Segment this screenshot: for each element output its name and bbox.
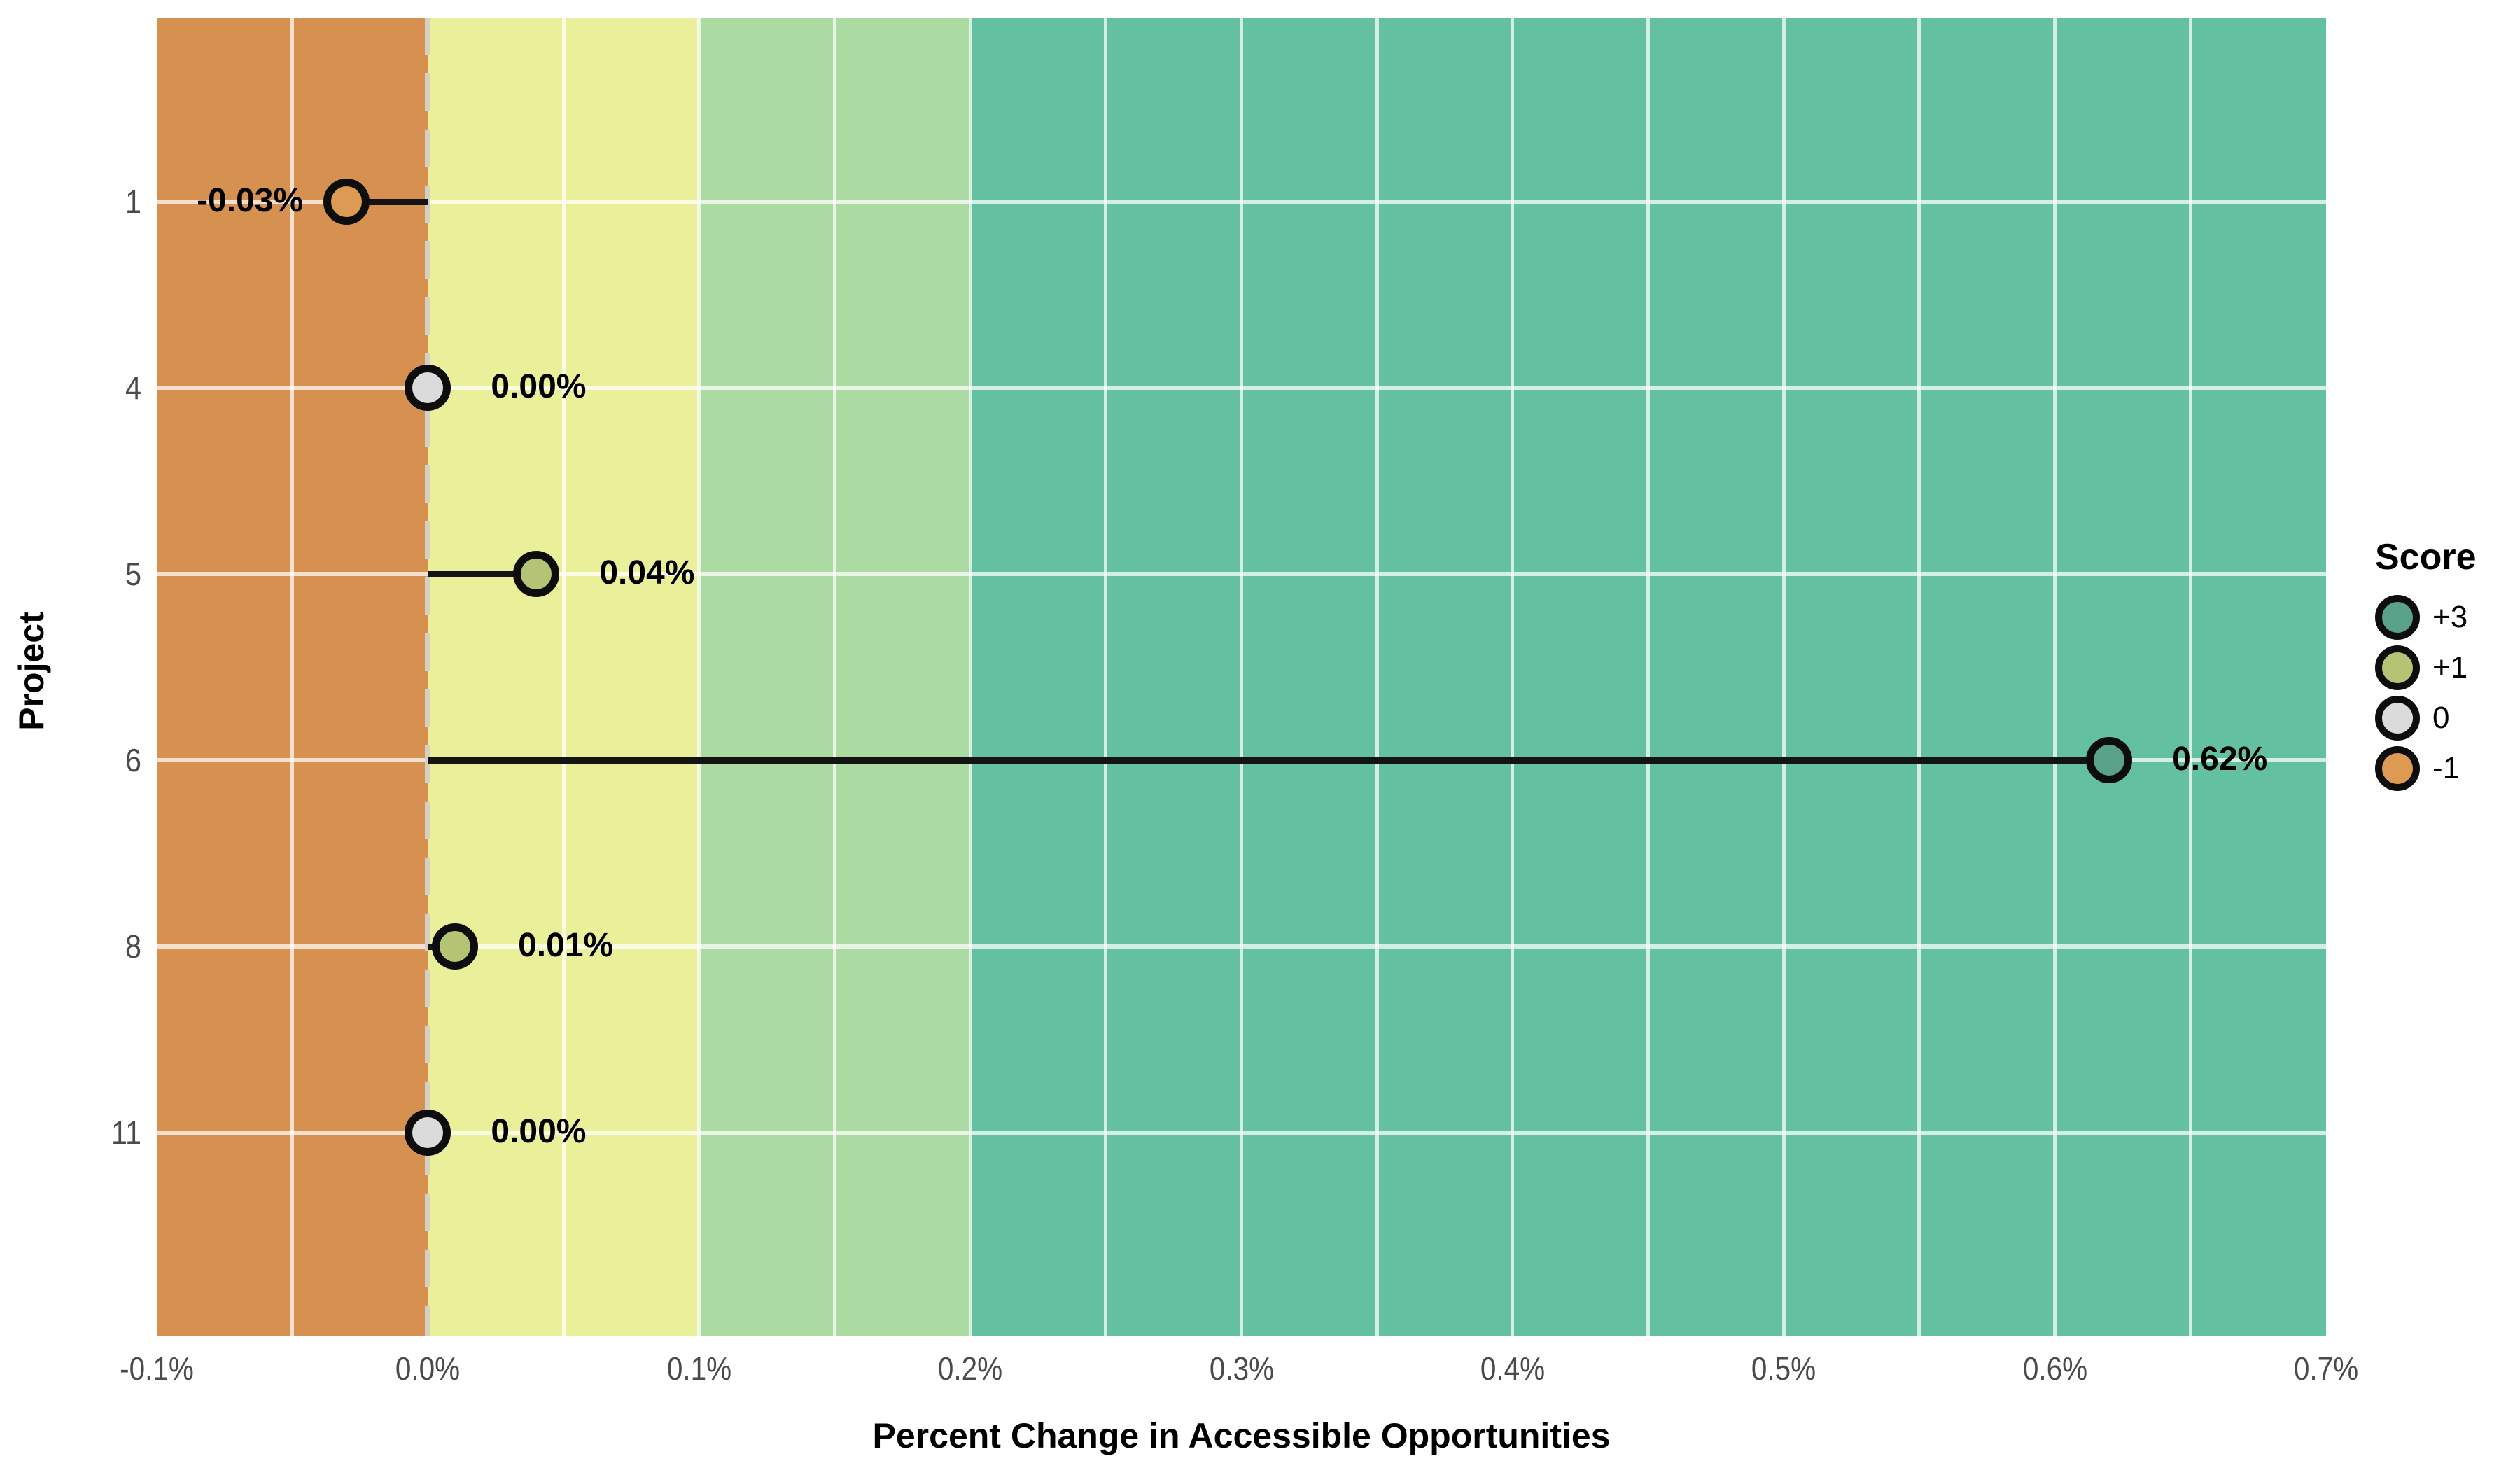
vertical-gridline <box>2188 18 2192 1336</box>
lollipop-dot-project-4 <box>405 365 451 411</box>
vertical-gridline <box>1511 18 1515 1336</box>
y-tick-label: 8 <box>125 928 141 965</box>
legend-swatch-0 <box>2375 696 2420 741</box>
value-label-project-11: 0.00% <box>491 1113 587 1150</box>
horizontal-gridline <box>157 572 2326 576</box>
lollipop-dot-project-5 <box>513 551 560 597</box>
legend-entry-label: 0 <box>2432 701 2450 735</box>
legend-entry--1: -1 <box>2375 746 2477 791</box>
legend-entry-label: +3 <box>2432 600 2468 634</box>
x-tick-label: 0.5% <box>1751 1350 1816 1387</box>
x-tick-label: 0.3% <box>1209 1350 1274 1387</box>
legend-swatch--1 <box>2375 746 2420 791</box>
value-label-project-6: 0.62% <box>2172 741 2268 778</box>
horizontal-gridline <box>157 1130 2326 1135</box>
lollipop-stem-project-1 <box>346 198 428 205</box>
legend-entry-0: 0 <box>2375 696 2477 741</box>
lollipop-stem-project-6 <box>428 757 2110 764</box>
legend-swatch-+3 <box>2375 595 2420 640</box>
legend-entry-label: -1 <box>2432 751 2460 785</box>
x-tick-label: 0.4% <box>1480 1350 1546 1387</box>
zero-reference-line <box>425 18 431 1336</box>
lollipop-dot-project-6 <box>2086 737 2133 783</box>
y-tick-label: 4 <box>125 370 141 406</box>
value-label-project-8: 0.01% <box>518 927 614 964</box>
horizontal-gridline <box>157 386 2326 390</box>
vertical-gridline <box>1240 18 1243 1336</box>
lollipop-dot-project-11 <box>405 1110 451 1156</box>
legend-title: Score <box>2375 537 2477 578</box>
legend-entry-label: +1 <box>2432 650 2468 685</box>
x-tick-label: 0.1% <box>666 1350 732 1387</box>
vertical-gridline <box>1375 18 1379 1336</box>
lollipop-dot-project-1 <box>323 178 370 225</box>
vertical-gridline <box>2053 18 2057 1336</box>
legend-entry-+1: +1 <box>2375 645 2477 690</box>
horizontal-gridline <box>157 200 2326 204</box>
y-axis-title: Project <box>12 611 51 731</box>
value-label-project-4: 0.00% <box>491 368 587 405</box>
x-tick-label: 0.6% <box>2022 1350 2087 1387</box>
vertical-gridline <box>968 18 972 1336</box>
lollipop-dot-project-8 <box>432 923 479 969</box>
x-tick-label: 0.7% <box>2293 1350 2359 1387</box>
x-axis-title: Percent Change in Accessible Opportuniti… <box>872 1416 1611 1455</box>
y-tick-label: 1 <box>125 183 141 220</box>
x-tick-label: 0.2% <box>937 1350 1003 1387</box>
x-tick-label: 0.0% <box>396 1350 461 1387</box>
vertical-gridline <box>832 18 836 1336</box>
vertical-gridline <box>1782 18 1786 1336</box>
value-label-project-1: -0.03% <box>197 182 304 219</box>
horizontal-gridline <box>157 944 2326 948</box>
vertical-gridline <box>1104 18 1108 1336</box>
plot-area: -0.03% 0.00% 0.04% 0.62% 0.01% 0.00% <box>157 18 2326 1336</box>
x-tick-label: -0.1% <box>120 1350 194 1387</box>
legend: Score +3 +1 0 -1 <box>2375 536 2477 797</box>
vertical-gridline <box>1646 18 1651 1336</box>
vertical-gridline <box>697 18 701 1336</box>
legend-swatch-+1 <box>2375 645 2420 690</box>
vertical-gridline <box>561 18 566 1336</box>
y-tick-label: 11 <box>111 1114 141 1151</box>
y-tick-label: 5 <box>125 556 141 592</box>
vertical-gridline <box>290 18 295 1336</box>
value-label-project-5: 0.04% <box>599 554 695 592</box>
vertical-gridline <box>1917 18 1921 1336</box>
lollipop-stem-project-5 <box>428 570 537 578</box>
y-tick-label: 6 <box>125 742 141 778</box>
legend-entry-+3: +3 <box>2375 595 2477 640</box>
